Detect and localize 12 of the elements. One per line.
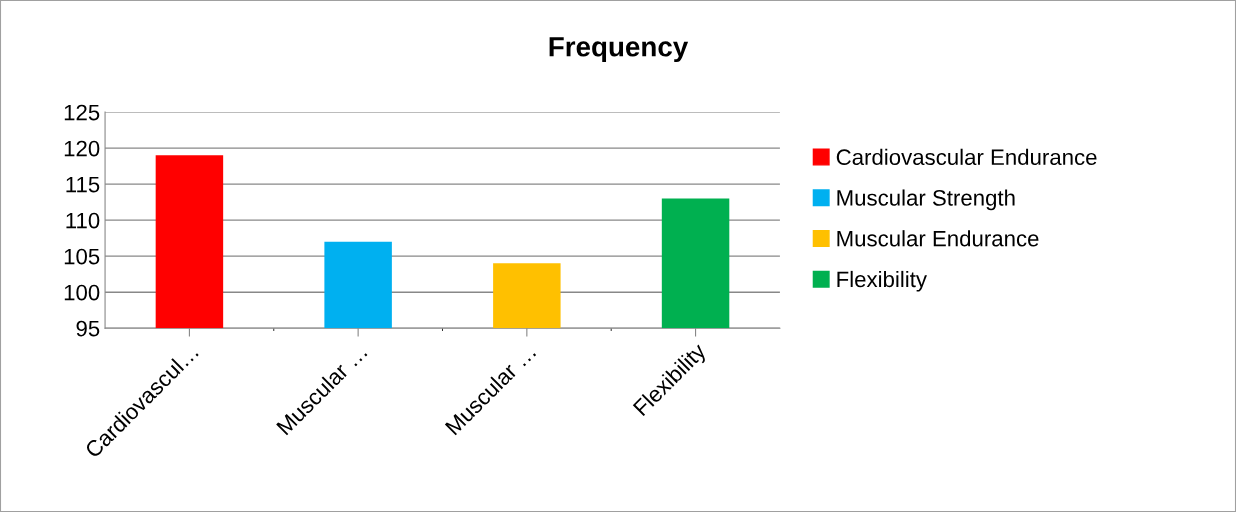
- y-tick-label: 125: [64, 104, 100, 121]
- legend-label: Cardiovascular Endurance: [836, 148, 1097, 166]
- y-tick-label: 120: [64, 140, 100, 157]
- y-tick-label: 110: [66, 212, 100, 229]
- y-tick-label: 100: [64, 284, 100, 301]
- y-tick-label: 115: [66, 176, 100, 193]
- y-tick-label: 95: [76, 320, 100, 337]
- y-tick-label: 105: [64, 248, 100, 265]
- chart-title: Frequency: [549, 37, 689, 63]
- legend-label: Muscular Endurance: [837, 230, 1039, 247]
- legend-label: Muscular Strength: [837, 189, 1015, 211]
- legend-label: Flexibility: [837, 270, 927, 292]
